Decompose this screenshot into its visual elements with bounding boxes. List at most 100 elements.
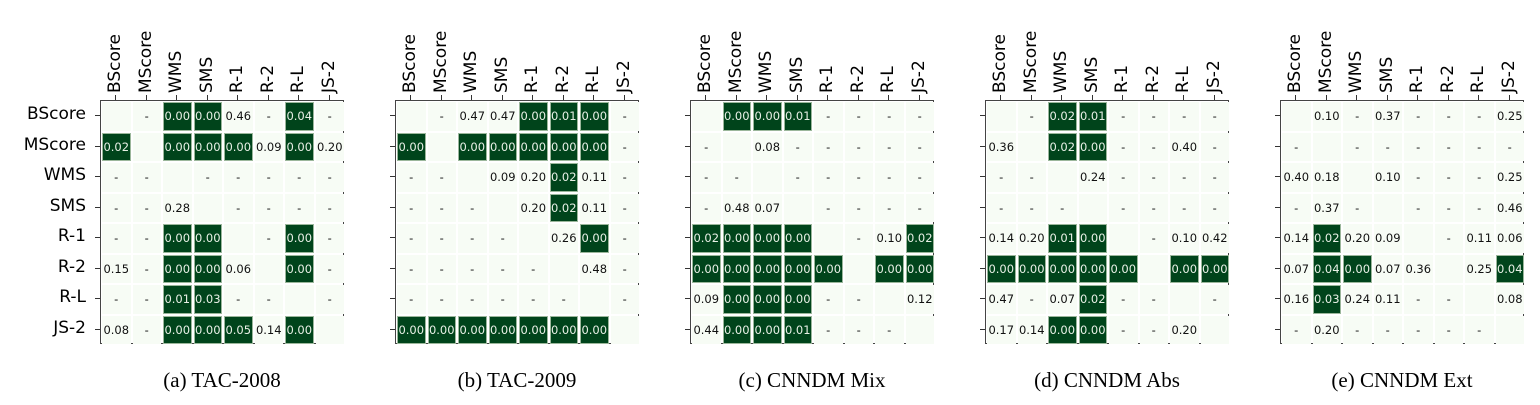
heatmap-cell: - [905,163,934,192]
heatmap-cell: - [224,193,253,222]
column-label: MScore [430,30,451,93]
heatmap-cell: 0.16 [1282,285,1311,314]
heatmap-cell: - [427,102,456,131]
row-tick [685,298,690,300]
heatmap-cell: 0.25 [1495,163,1524,192]
heatmap-cell: - [844,315,873,344]
heatmap-cell: - [814,193,843,222]
heatmap-cell: 0.11 [580,163,609,192]
heatmap-cell [132,132,161,161]
row-tick [980,206,985,208]
heatmap-cell: 0.37 [1312,193,1341,222]
heatmap-cell: 0.40 [1282,163,1311,192]
heatmap-panel: -0.02 0.01- - - -0.36 0.02 0.00- -0.40- - -0.24- -… [980,0,1235,405]
heatmap-cell: - [814,163,843,192]
heatmap-cell: 0.02 [1048,132,1077,161]
heatmap-cell: - [1200,285,1229,314]
column-tick [267,95,269,100]
heatmap-cell: 0.15 [102,254,131,283]
column-label: SMS [491,56,512,93]
heatmap-cell: 0.09 [692,285,721,314]
panel-caption: (b) TAC-2009 [457,368,577,392]
column-tick [1213,95,1215,100]
heatmap-cell: 0.00 [814,254,843,283]
heatmap-cell: 0.08 [1495,285,1524,314]
heatmap-cell: 0.20 [1017,224,1046,253]
heatmap-cell: - [1373,132,1402,161]
heatmap-cell: 0.02 [549,163,578,192]
heatmap-cell: - [315,224,344,253]
heatmap-cell: 0.00 [458,132,487,161]
heatmap-cell: - [1404,132,1433,161]
row-label: SMS [49,195,86,216]
column-label: R-2 [1142,64,1163,93]
heatmap-cell: 0.00 [987,254,1016,283]
heatmap-cell: - [1465,193,1494,222]
heatmap-cell: - [1200,102,1229,131]
heatmap-cell: - [814,285,843,314]
heatmap-cell: - [458,254,487,283]
heatmap-cell: - [1434,224,1463,253]
heatmap-panel: 0.10-0.37- - -0.25- - - - - - -0.40 0.18 0.10- - -0.… [1275,0,1530,405]
heatmap-cell: - [1465,315,1494,344]
heatmap-cell: 0.01 [783,102,812,131]
row-tick [685,145,690,147]
heatmap-cell: 0.06 [1495,224,1524,253]
heatmap-cell: - [875,315,904,344]
heatmap-cell: - [905,102,934,131]
heatmap-cell: 0.00 [1017,254,1046,283]
heatmap-cell: - [610,285,639,314]
column-tick [827,95,829,100]
heatmap-grid: -0.02 0.01- - - -0.36 0.02 0.00- -0.40- - -0.24- -… [985,100,1229,344]
row-tick [390,115,395,117]
heatmap-cell: 0.00 [193,224,222,253]
column-label: MScore [725,30,746,93]
row-tick [980,328,985,330]
column-tick [1183,95,1185,100]
heatmap-cell: 0.00 [519,132,548,161]
column-tick [115,95,117,100]
heatmap-cell [692,102,721,131]
heatmap-cell: - [814,102,843,131]
heatmap-cell: 0.07 [1373,254,1402,283]
heatmap-cell: 0.25 [1465,254,1494,283]
heatmap-cell: 0.00 [753,224,782,253]
heatmap-cell: - [102,285,131,314]
row-tick [390,267,395,269]
heatmap-cell: 0.00 [488,132,517,161]
row-tick [95,176,100,178]
heatmap-cell: 0.00 [488,315,517,344]
heatmap-cell: 0.00 [783,254,812,283]
row-label: R-L [59,287,86,308]
heatmap-cell: 0.02 [549,193,578,222]
heatmap-cell: - [875,163,904,192]
heatmap-cell: 0.24 [1078,163,1107,192]
row-tick [95,237,100,239]
heatmap-cell: - [193,163,222,192]
heatmap-cell: - [315,163,344,192]
heatmap-cell: - [875,193,904,222]
heatmap-cell: - [1109,285,1138,314]
heatmap-cell [722,132,751,161]
heatmap-cell: - [844,285,873,314]
heatmap-cell: 0.28 [163,193,192,222]
column-label: SMS [1376,56,1397,93]
heatmap-cell: 0.00 [193,315,222,344]
heatmap-cell: 0.05 [224,315,253,344]
heatmap-cell: 0.00 [1170,254,1199,283]
column-label: JS-2 [318,60,339,93]
heatmap-cell: 0.46 [1495,193,1524,222]
row-tick [95,267,100,269]
heatmap-cell [397,102,426,131]
heatmap-cell [1109,224,1138,253]
heatmap-cell: 0.47 [987,285,1016,314]
heatmap-cell: - [1048,193,1077,222]
heatmap-cell: - [397,193,426,222]
heatmap-cell [1465,285,1494,314]
column-tick [1356,95,1358,100]
heatmap-cell: 0.00 [163,132,192,161]
column-label: R-1 [817,64,838,93]
heatmap-cell: 0.02 [1312,224,1341,253]
heatmap-cell: - [1170,102,1199,131]
heatmap-cell: - [1109,315,1138,344]
